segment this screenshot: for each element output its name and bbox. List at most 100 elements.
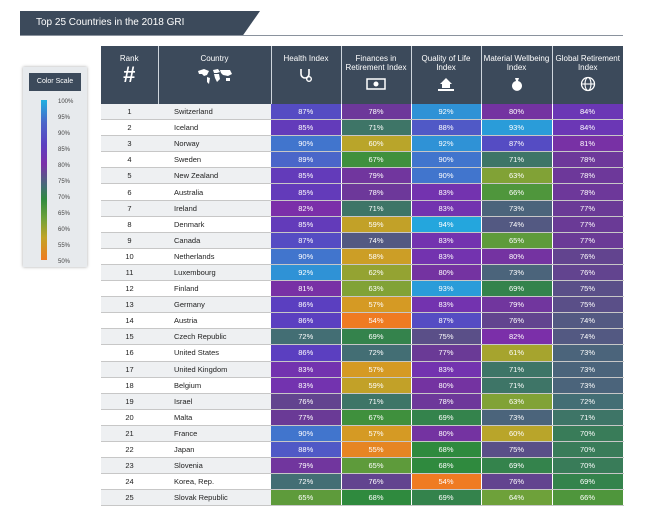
health-cell: 90% [271,248,342,265]
table-row: 25 Slovak Republic 65% 68% 69% 64% 66% [101,489,624,506]
table-row: 11 Luxembourg 92% 62% 80% 73% 76% [101,264,624,282]
material-cell: 76% [481,312,553,330]
quality-cell: 93% [411,280,482,298]
country-cell: Austria [158,312,271,330]
rank-cell: 21 [101,425,158,442]
table-row: 6 Australia 85% 78% 83% 66% 78% [101,183,624,201]
health-cell: 90% [271,135,342,153]
global-cell: 78% [552,167,624,185]
finances-cell: 71% [341,119,412,137]
color-scale-label: 75% [58,179,71,185]
country-cell: Germany [158,296,271,314]
health-cell: 92% [271,264,342,282]
finances-cell: 67% [341,409,412,426]
color-scale-label: 60% [58,227,71,233]
material-cell: 66% [481,183,553,201]
table-row: 1 Switzerland 87% 78% 92% 80% 84% [101,104,624,121]
table-row: 12 Finland 81% 63% 93% 69% 75% [101,280,624,298]
table-row: 15 Czech Republic 72% 69% 75% 82% 74% [101,328,624,346]
finances-cell: 71% [341,393,412,410]
quality-cell: 78% [411,393,482,410]
finances-cell: 76% [341,473,412,491]
country-cell: Iceland [158,119,271,137]
quality-cell: 68% [411,441,482,459]
health-cell: 72% [271,473,342,491]
table-row: 14 Austria 86% 54% 87% 76% 74% [101,312,624,330]
global-cell: 70% [552,441,624,459]
material-header: Material Wellbeing Index [481,46,553,104]
quality-cell: 83% [411,296,482,314]
global-cell: 77% [552,216,624,233]
material-cell: 87% [481,135,553,153]
finances-header: Finances in Retirement Index [341,46,412,104]
global-cell: 70% [552,457,624,475]
finances-cell: 63% [341,280,412,298]
table-row: 8 Denmark 85% 59% 94% 74% 77% [101,216,624,233]
quality-header: Quality of Life Index [411,46,482,104]
health-cell: 83% [271,361,342,378]
rank-cell: 11 [101,264,158,282]
country-cell: New Zealand [158,167,271,185]
material-cell: 80% [481,104,553,121]
global-header: Global Retirement Index [552,46,623,104]
global-cell: 78% [552,183,624,201]
material-cell: 80% [481,248,553,265]
table-row: 13 Germany 86% 57% 83% 79% 75% [101,296,624,314]
finances-cell: 71% [341,200,412,217]
hash-icon: # [123,62,136,87]
finances-header-label: Finances in Retirement Index [345,54,407,72]
quality-cell: 69% [411,409,482,426]
table-row: 21 France 90% 57% 80% 60% 70% [101,425,624,442]
quality-header-label: Quality of Life Index [421,54,471,72]
color-scale-gradient [41,100,47,260]
health-cell: 76% [271,393,342,410]
health-cell: 72% [271,328,342,346]
country-cell: Slovenia [158,457,271,475]
health-cell: 87% [271,104,342,121]
table-row: 23 Slovenia 79% 65% 68% 69% 70% [101,457,624,475]
global-cell: 66% [552,489,624,506]
quality-cell: 77% [411,344,482,362]
global-cell: 72% [552,393,624,410]
health-cell: 85% [271,183,342,201]
health-cell: 85% [271,119,342,137]
rank-cell: 24 [101,473,158,491]
color-scale-label: 85% [58,147,71,153]
finances-cell: 57% [341,296,412,314]
rank-cell: 5 [101,167,158,185]
global-cell: 74% [552,328,624,346]
quality-cell: 90% [411,167,482,185]
table-row: 18 Belgium 83% 59% 80% 71% 73% [101,377,624,394]
global-cell: 74% [552,312,624,330]
rank-cell: 18 [101,377,158,394]
finances-cell: 54% [341,312,412,330]
table-row: 5 New Zealand 85% 79% 90% 63% 78% [101,167,624,185]
material-cell: 71% [481,377,553,394]
finances-cell: 69% [341,328,412,346]
country-cell: Luxembourg [158,264,271,282]
color-scale-label: 90% [58,131,71,137]
color-scale-label: 50% [58,259,71,265]
health-cell: 83% [271,377,342,394]
global-cell: 78% [552,151,624,169]
table-row: 16 United States 86% 72% 77% 61% 73% [101,344,624,362]
global-cell: 70% [552,425,624,442]
rank-cell: 7 [101,200,158,217]
finances-cell: 57% [341,361,412,378]
global-cell: 77% [552,200,624,217]
country-cell: Slovak Republic [158,489,271,506]
table-row: 24 Korea, Rep. 72% 76% 54% 76% 69% [101,473,624,491]
global-cell: 76% [552,248,624,265]
rank-cell: 9 [101,232,158,249]
health-cell: 65% [271,489,342,506]
rank-cell: 15 [101,328,158,346]
health-cell: 86% [271,344,342,362]
country-cell: Norway [158,135,271,153]
table-body: 1 Switzerland 87% 78% 92% 80% 84% 2 Iceland 85% 71… [101,104,624,506]
country-cell: Denmark [158,216,271,233]
quality-cell: 80% [411,377,482,394]
finances-cell: 78% [341,183,412,201]
rank-cell: 25 [101,489,158,506]
table-row: 19 Israel 76% 71% 78% 63% 72% [101,393,624,410]
health-cell: 85% [271,216,342,233]
